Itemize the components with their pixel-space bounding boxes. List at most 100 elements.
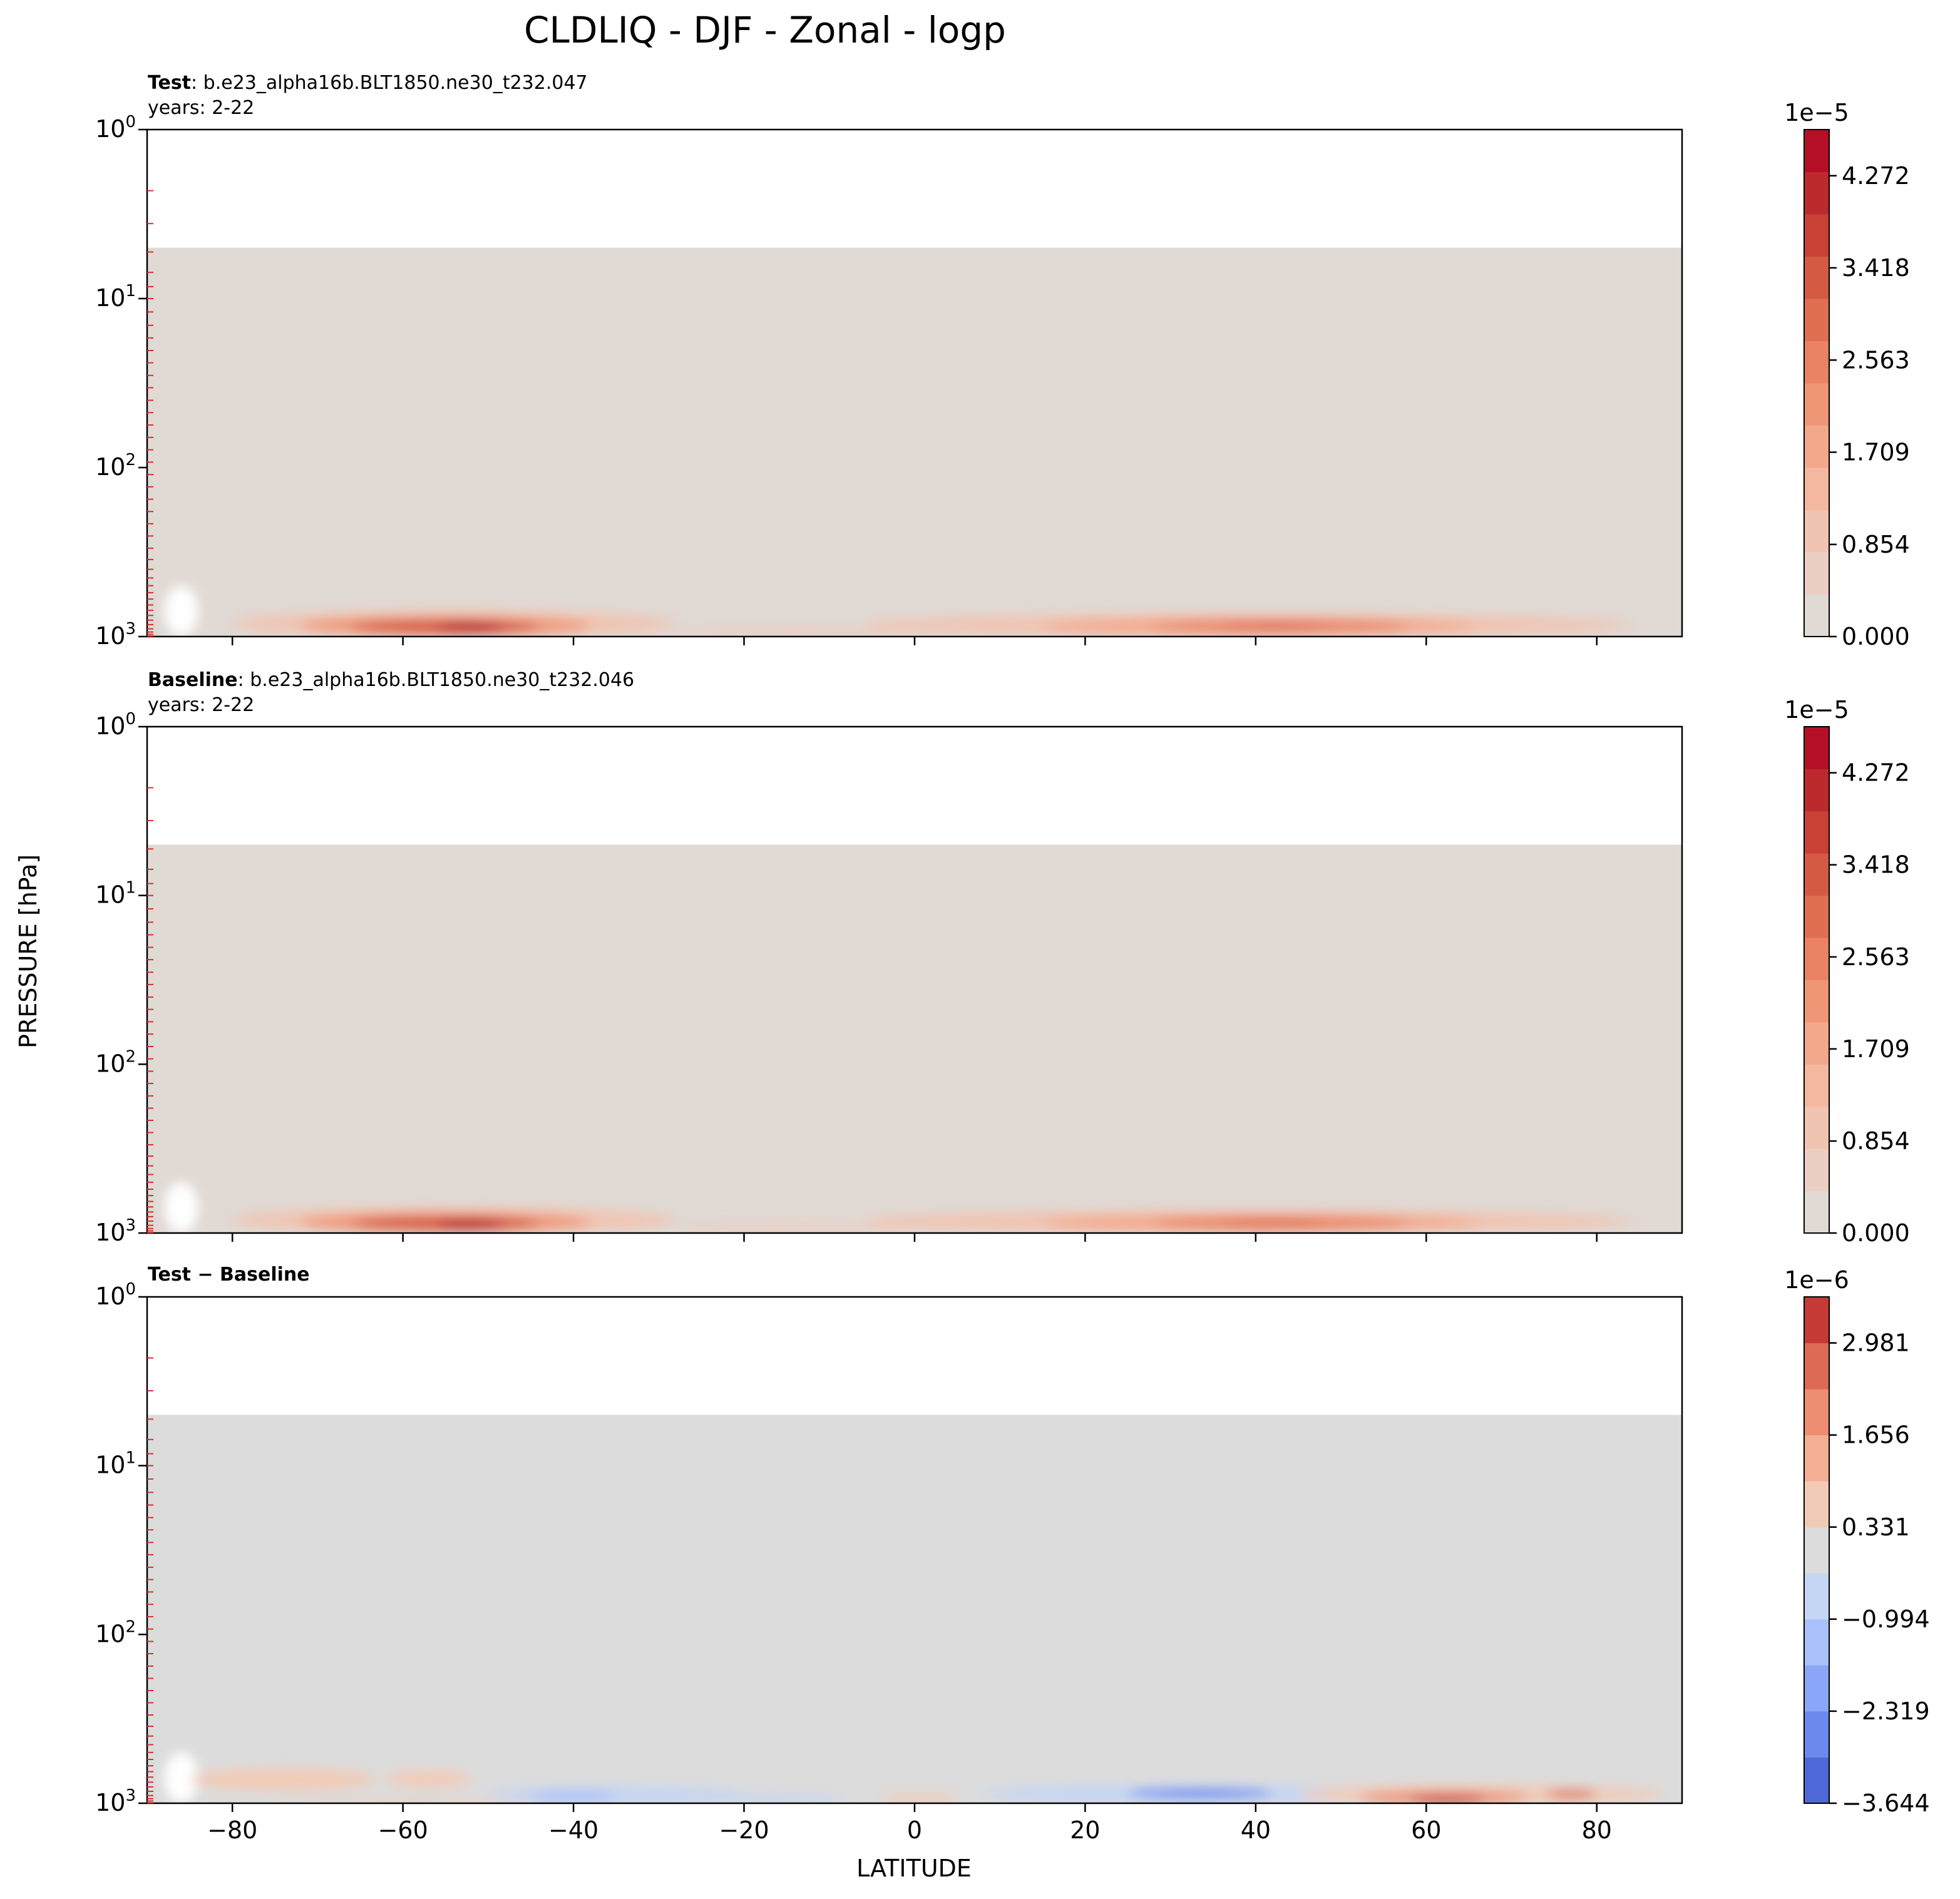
panel-test-colorbar-bin-9 xyxy=(1804,214,1829,257)
panel-difference-feature-5 xyxy=(531,1791,617,1802)
panel-test-title: Test: b.e23_alpha16b.BLT1850.ne30_t232.0… xyxy=(148,72,588,94)
panel-difference-y-tick-label-0: 100 xyxy=(95,1280,136,1310)
panel-test-y-tick-label-3: 103 xyxy=(95,620,136,650)
panel-difference-colorbar-tick-label-5: 2.981 xyxy=(1842,1329,1910,1357)
panel-test-colorbar-bin-5 xyxy=(1804,383,1829,426)
panel-baseline-feature-9 xyxy=(1221,1219,1324,1227)
panel-difference-x-tick-label-3: −20 xyxy=(719,1816,769,1844)
panel-difference-colorbar-bin-3 xyxy=(1804,1619,1829,1666)
panel-difference-colorbar-bin-6 xyxy=(1804,1481,1829,1528)
panel-test-colorbar-bin-2 xyxy=(1804,509,1829,553)
panel-baseline-anomaly-blobs xyxy=(164,1182,1631,1233)
panel-baseline-colorbar-tick-label-1: 0.854 xyxy=(1842,1127,1910,1155)
panel-difference-y-tick-label-3: 103 xyxy=(95,1786,136,1816)
panel-test-colorbar-bin-1 xyxy=(1804,552,1829,595)
panel-baseline-colorbar-tick-label-2: 1.709 xyxy=(1842,1035,1910,1063)
panel-difference-feature-4 xyxy=(488,1786,744,1803)
panel-difference-y-tick-label-1: 101 xyxy=(95,1449,136,1479)
panel-difference-x-tick-label-8: 80 xyxy=(1582,1816,1612,1844)
panel-difference-x-tick-label-1: −60 xyxy=(378,1816,428,1844)
panel-test-colorbar-tick-label-4: 3.418 xyxy=(1842,254,1910,282)
panel-baseline-colorbar-tick-label-3: 2.563 xyxy=(1842,943,1910,971)
panel-test-colorbar: 0.000 0.854 1.709 2.563 3.418 4.272 1e−5 xyxy=(1784,99,1910,650)
panel-difference-colorbar-tick-label-3: 0.331 xyxy=(1842,1513,1910,1541)
panel-baseline-colorbar-tick-label-4: 3.418 xyxy=(1842,851,1910,879)
panel-baseline-y-tick-label-0: 100 xyxy=(95,710,136,740)
panel-baseline: Baseline: b.e23_alpha16b.BLT1850.ne30_t2… xyxy=(95,669,1910,1247)
y-axis-label: PRESSURE [hPa] xyxy=(14,854,42,1048)
panel-difference-colorbar-multiplier: 1e−6 xyxy=(1784,1266,1849,1294)
x-axis-label: LATITUDE xyxy=(856,1855,972,1882)
panel-test-y-tick-label-2: 102 xyxy=(95,451,136,481)
panel-test-colorbar-bin-0 xyxy=(1804,594,1829,637)
panel-test-colorbar-tick-label-2: 1.709 xyxy=(1842,438,1910,466)
panel-baseline-y-tick-label-2: 102 xyxy=(95,1047,136,1077)
panel-test-y-tick-label-0: 100 xyxy=(95,113,136,143)
panel-baseline-title: Baseline: b.e23_alpha16b.BLT1850.ne30_t2… xyxy=(148,669,634,691)
panel-difference-feature-12 xyxy=(1409,1795,1486,1803)
panel-baseline-colorbar-bin-8 xyxy=(1804,853,1829,896)
panel-difference-colorbar-bin-8 xyxy=(1804,1389,1829,1436)
panel-difference-feature-13 xyxy=(1546,1790,1597,1798)
panel-difference-feature-9 xyxy=(1127,1788,1273,1798)
panel-test-feature-5 xyxy=(675,627,915,637)
panel-difference-feature-3 xyxy=(275,1799,531,1803)
panel-baseline-colorbar-bin-9 xyxy=(1804,811,1829,854)
panel-baseline-y-tick-label-1: 101 xyxy=(95,879,136,909)
panel-difference-y-tick-label-2: 102 xyxy=(95,1617,136,1647)
panel-test-colorbar-bin-11 xyxy=(1804,130,1829,172)
panel-difference-x-tick-label-4: 0 xyxy=(907,1816,922,1844)
panel-difference-colorbar-bin-1 xyxy=(1804,1711,1829,1758)
panel-test-feature-0 xyxy=(164,585,198,637)
panel-baseline-colorbar-bin-6 xyxy=(1804,938,1829,980)
panel-baseline-colorbar: 0.000 0.854 1.709 2.563 3.418 4.272 1e−5 xyxy=(1784,696,1910,1247)
panel-baseline-field xyxy=(147,844,1682,1233)
figure-title: CLDLIQ - DJF - Zonal - logp xyxy=(524,9,1006,51)
panel-test-background-field xyxy=(147,247,1682,637)
panel-baseline-feature-0 xyxy=(164,1182,198,1233)
panel-difference-title: Test − Baseline xyxy=(148,1264,310,1286)
panel-difference-colorbar: −3.644 −2.319 −0.994 0.331 1.656 2.981 1e−6 xyxy=(1784,1266,1929,1817)
panel-difference-x-tick-label-0: −80 xyxy=(207,1816,257,1844)
panel-test-colorbar-tick-label-1: 0.854 xyxy=(1842,531,1910,558)
panel-difference-colorbar-tick-label-0: −3.644 xyxy=(1842,1789,1930,1817)
panel-test-colorbar-bin-4 xyxy=(1804,425,1829,468)
panel-baseline-colorbar-bin-5 xyxy=(1804,980,1829,1023)
panel-baseline-y-tick-label-3: 103 xyxy=(95,1216,136,1246)
panel-difference-background-field xyxy=(147,1415,1682,1803)
panel-difference-feature-6 xyxy=(701,1795,847,1803)
panel-difference-colorbar-bin-2 xyxy=(1804,1665,1829,1712)
panel-baseline-subtitle: years: 2-22 xyxy=(148,694,254,716)
panel-test-subtitle: years: 2-22 xyxy=(148,97,254,119)
panel-test-feature-9 xyxy=(1221,623,1324,631)
panel-baseline-colorbar-bin-2 xyxy=(1804,1106,1829,1149)
panel-baseline-colorbar-frame xyxy=(1804,726,1830,1234)
panel-test-anomaly-blobs xyxy=(164,585,1631,637)
panel-test-title-bold: Test xyxy=(148,72,191,94)
panel-difference-feature-7 xyxy=(880,1794,958,1803)
panel-test-colorbar-tick-label-3: 2.563 xyxy=(1842,346,1910,374)
panel-test-colorbar-bin-3 xyxy=(1804,468,1829,510)
panel-test-y-tick-label-1: 101 xyxy=(95,282,136,312)
panel-difference-colorbar-tick-label-2: −0.994 xyxy=(1842,1605,1930,1633)
panel-difference-feature-2 xyxy=(386,1770,471,1787)
panel-difference-colorbar-bin-9 xyxy=(1804,1343,1829,1390)
panel-test-title-rest: : b.e23_alpha16b.BLT1850.ne30_t232.047 xyxy=(191,72,588,94)
panel-difference-x-tick-label-6: 40 xyxy=(1241,1816,1271,1844)
panel-test-plot: 100 101 102 103 xyxy=(95,113,1683,650)
panel-difference-colorbar-bin-0 xyxy=(1804,1757,1829,1804)
panel-baseline-feature-4 xyxy=(437,1219,506,1229)
panel-baseline-colorbar-bin-7 xyxy=(1804,895,1829,938)
panel-difference-colorbar-frame xyxy=(1804,1296,1830,1804)
panel-baseline-colorbar-tick-label-0: 0.000 xyxy=(1842,1219,1910,1247)
panel-baseline-colorbar-bin-11 xyxy=(1804,727,1829,769)
panel-difference: Test − Baseline 100 101 102 103 −80 −60 −40 −20… xyxy=(95,1264,1930,1844)
panel-difference-feature-1 xyxy=(190,1768,377,1791)
panel-difference-colorbar-bin-4 xyxy=(1804,1573,1829,1620)
panel-baseline-plot: 100 101 102 103 xyxy=(95,710,1683,1246)
panel-test-feature-4 xyxy=(437,623,506,633)
panel-difference-colorbar-bin-5 xyxy=(1804,1527,1829,1574)
panel-baseline-colorbar-bin-3 xyxy=(1804,1064,1829,1107)
panel-baseline-title-rest: : b.e23_alpha16b.BLT1850.ne30_t232.046 xyxy=(238,669,635,691)
